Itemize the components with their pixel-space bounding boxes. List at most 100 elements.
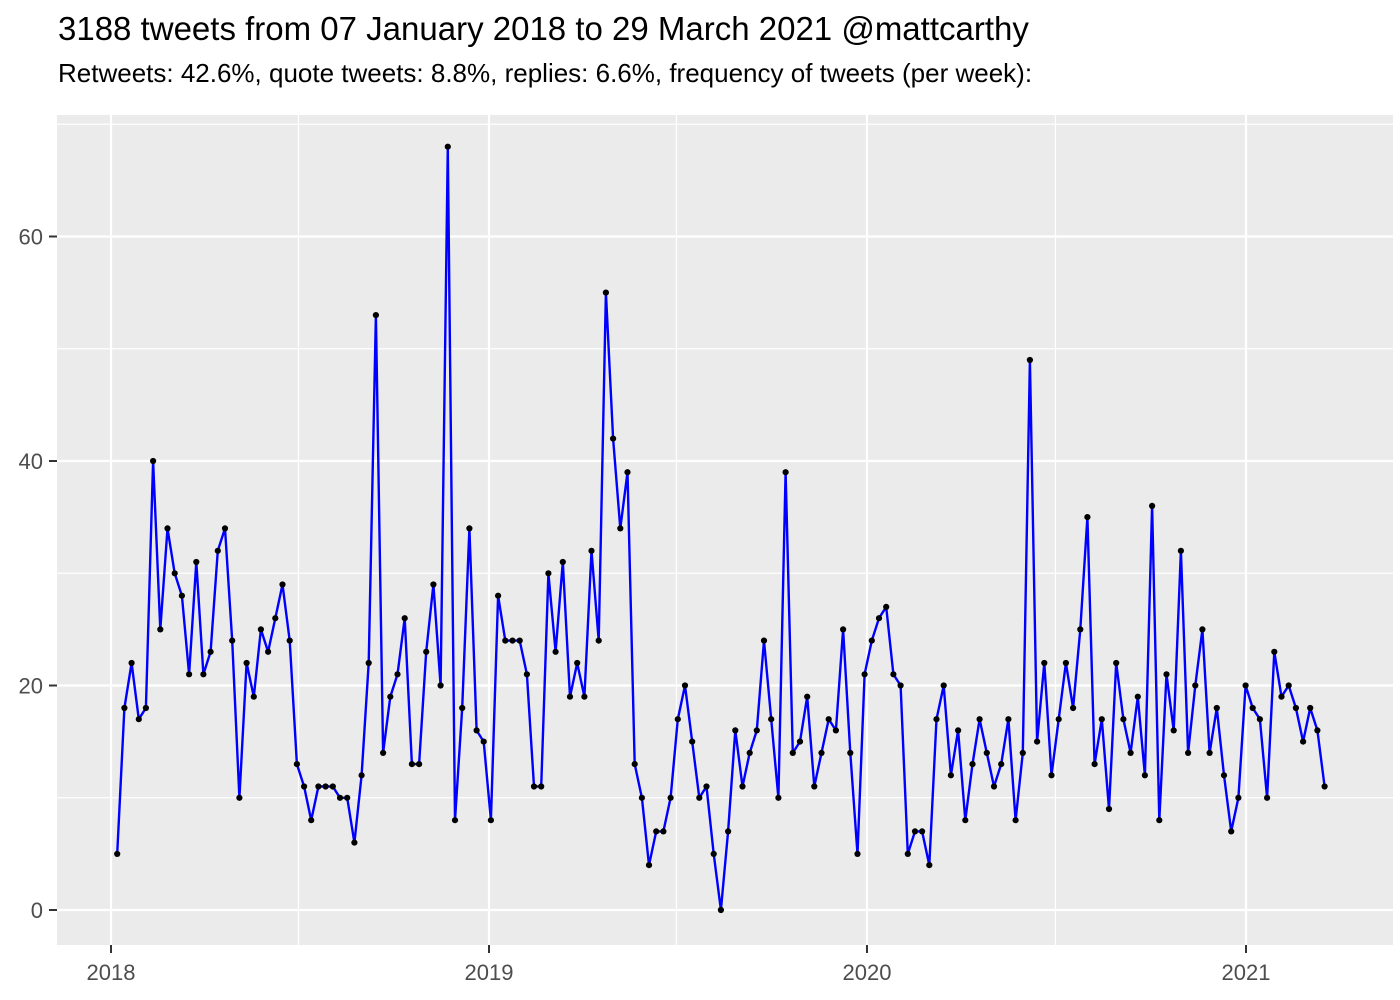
data-point — [1321, 783, 1328, 790]
data-point — [624, 469, 631, 476]
data-point — [322, 783, 329, 790]
x-axis-label: 2021 — [1222, 960, 1271, 985]
data-point — [990, 783, 998, 790]
data-point — [796, 738, 804, 745]
data-point — [789, 749, 796, 757]
data-point — [595, 637, 602, 644]
data-point — [1271, 648, 1278, 655]
x-axis-label: 2018 — [87, 960, 136, 985]
data-point — [387, 693, 394, 700]
data-point — [559, 558, 566, 566]
data-point — [667, 794, 674, 801]
data-point — [602, 289, 610, 296]
data-point — [1070, 704, 1077, 712]
data-point — [1220, 772, 1228, 779]
data-point — [696, 794, 703, 801]
data-point — [1055, 716, 1062, 723]
data-point — [1041, 659, 1048, 667]
data-point — [408, 761, 415, 768]
data-point — [229, 637, 236, 644]
data-point — [1228, 828, 1235, 835]
data-point — [897, 682, 904, 689]
chart-subtitle: Retweets: 42.6%, quote tweets: 8.8%, rep… — [58, 58, 1033, 88]
data-point — [344, 794, 351, 801]
data-point — [847, 749, 854, 757]
data-point — [207, 648, 214, 655]
data-point — [782, 469, 789, 476]
data-point — [1084, 514, 1091, 521]
data-point — [1026, 356, 1033, 364]
data-point — [1062, 659, 1069, 667]
data-point — [516, 637, 523, 644]
data-point — [1242, 682, 1249, 689]
data-point — [293, 761, 300, 768]
data-point — [854, 850, 861, 858]
data-point — [645, 862, 653, 869]
data-point — [1105, 805, 1113, 813]
data-point — [955, 727, 962, 734]
data-point — [437, 682, 444, 689]
data-point — [983, 749, 990, 757]
data-point — [538, 783, 545, 790]
data-point — [890, 671, 897, 678]
data-point — [1019, 749, 1026, 757]
data-point — [236, 794, 243, 801]
data-point — [998, 761, 1005, 768]
data-point — [1098, 716, 1105, 723]
data-point — [301, 783, 308, 790]
data-point — [243, 659, 250, 667]
data-point — [933, 716, 940, 723]
data-point — [574, 659, 581, 667]
data-point — [804, 693, 811, 700]
data-point — [717, 906, 725, 914]
data-point — [545, 570, 552, 577]
data-point — [811, 783, 818, 790]
data-point — [1141, 772, 1148, 779]
data-point — [703, 783, 710, 790]
data-point — [1300, 738, 1307, 745]
data-point — [380, 749, 387, 757]
data-point — [1127, 749, 1134, 757]
data-point — [1134, 693, 1141, 700]
data-point — [976, 716, 983, 723]
data-point — [775, 794, 782, 801]
data-point — [1285, 682, 1292, 689]
data-point — [552, 648, 559, 655]
data-point — [487, 817, 494, 824]
data-point — [473, 727, 480, 734]
data-point — [1163, 671, 1170, 678]
data-point — [681, 682, 689, 689]
data-point — [193, 558, 200, 566]
y-axis-label: 0 — [31, 898, 43, 923]
data-point — [530, 783, 538, 790]
data-point — [286, 637, 293, 644]
data-point — [825, 716, 832, 723]
data-point — [617, 525, 624, 532]
data-point — [926, 862, 933, 869]
data-point — [1113, 659, 1120, 667]
data-point — [121, 704, 128, 712]
data-point — [861, 671, 868, 678]
data-point — [128, 659, 135, 667]
data-point — [832, 727, 840, 734]
data-point — [372, 312, 379, 319]
data-point — [1048, 772, 1055, 779]
data-point — [753, 727, 760, 734]
data-point — [1199, 626, 1206, 633]
data-point — [164, 525, 171, 532]
data-point — [1264, 794, 1271, 801]
data-point — [588, 547, 595, 554]
data-point — [883, 603, 890, 611]
data-point — [308, 817, 315, 824]
data-point — [760, 637, 768, 644]
data-point — [336, 794, 344, 801]
data-point — [1213, 704, 1220, 712]
x-axis-label: 2020 — [843, 960, 892, 985]
data-point — [1170, 727, 1177, 734]
data-point — [1177, 547, 1184, 554]
data-point — [868, 637, 875, 644]
data-point — [739, 783, 746, 790]
y-axis-label: 40 — [19, 449, 43, 474]
